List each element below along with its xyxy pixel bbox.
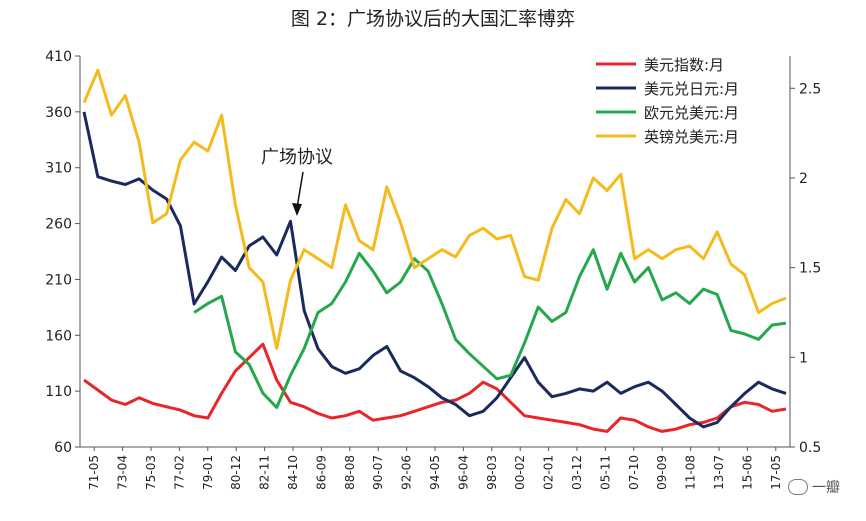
y-left-tick-label: 410 — [45, 49, 72, 65]
y-left-tick-label: 260 — [45, 217, 72, 233]
x-tick-label: 96-04 — [456, 455, 470, 490]
y-left-tick-label: 110 — [45, 384, 72, 400]
annotation: 广场协议 — [261, 147, 333, 216]
x-tick-label: 17-05 — [769, 455, 783, 490]
x-tick-label: 09-09 — [655, 455, 669, 490]
legend-label: 英镑兑美元:月 — [644, 128, 739, 146]
y-left-tick-label: 310 — [45, 161, 72, 177]
x-tick-label: 77-02 — [172, 455, 186, 490]
x-tick-label: 94-05 — [428, 455, 442, 490]
x-tick-label: 07-10 — [627, 455, 641, 490]
y-right-tick-label: 1.5 — [799, 261, 821, 277]
legend-label: 美元指数:月 — [644, 56, 724, 74]
x-tick-label: 75-03 — [144, 455, 158, 490]
x-tick-label: 86-09 — [314, 455, 328, 490]
x-tick-label: 92-06 — [400, 455, 414, 490]
x-tick-label: 98-03 — [485, 455, 499, 490]
series-line — [193, 248, 787, 409]
series-line — [83, 342, 787, 433]
x-tick-label: 02-01 — [542, 455, 556, 490]
axes: 60 110 160 210 260 310 360 410 0.5 1 1.5 2 2.5 71-05 7… — [45, 49, 821, 490]
x-tick-label: 00-02 — [513, 455, 527, 490]
y-left-tick-label: 60 — [54, 440, 72, 456]
annotation-label: 广场协议 — [261, 147, 333, 168]
x-tick-label: 80-12 — [229, 455, 243, 490]
y-right-tick-label: 2 — [799, 171, 808, 187]
x-tick-label: 03-12 — [570, 455, 584, 490]
watermark: 一瓣 — [788, 477, 840, 497]
x-tick-label: 90-07 — [371, 455, 385, 490]
x-tick-label: 79-01 — [201, 455, 215, 490]
annotation-arrow-shaft — [296, 171, 304, 209]
x-tick-label: 73-04 — [116, 455, 130, 490]
watermark-text: 一瓣 — [812, 480, 840, 496]
x-tick-label: 71-05 — [87, 455, 101, 490]
annotation-arrowhead — [292, 203, 302, 216]
x-tick-label: 82-11 — [258, 455, 272, 490]
x-tick-label: 15-06 — [740, 455, 754, 490]
x-tick-label: 84-10 — [286, 455, 300, 490]
y-right-tick-label: 1 — [799, 350, 808, 366]
series-lines — [82, 68, 787, 433]
y-left-tick-label: 160 — [45, 328, 72, 344]
y-right-tick-label: 2.5 — [799, 81, 821, 97]
legend-label: 美元兑日元:月 — [644, 80, 739, 98]
y-left-tick-label: 210 — [45, 272, 72, 288]
x-tick-label: 88-08 — [343, 455, 357, 490]
series-line — [82, 111, 787, 429]
legend-label: 欧元兑美元:月 — [644, 104, 739, 122]
chart-title: 图 2：广场协议后的大国汇率博弈 — [290, 8, 576, 30]
series-line — [82, 68, 787, 350]
y-left-tick-label: 360 — [45, 105, 72, 121]
x-tick-label: 05-11 — [598, 455, 612, 490]
y-right-tick-label: 0.5 — [799, 440, 821, 456]
x-tick-label: 13-07 — [712, 455, 726, 490]
x-tick-label: 11-08 — [684, 455, 698, 490]
wechat-icon — [788, 479, 808, 495]
